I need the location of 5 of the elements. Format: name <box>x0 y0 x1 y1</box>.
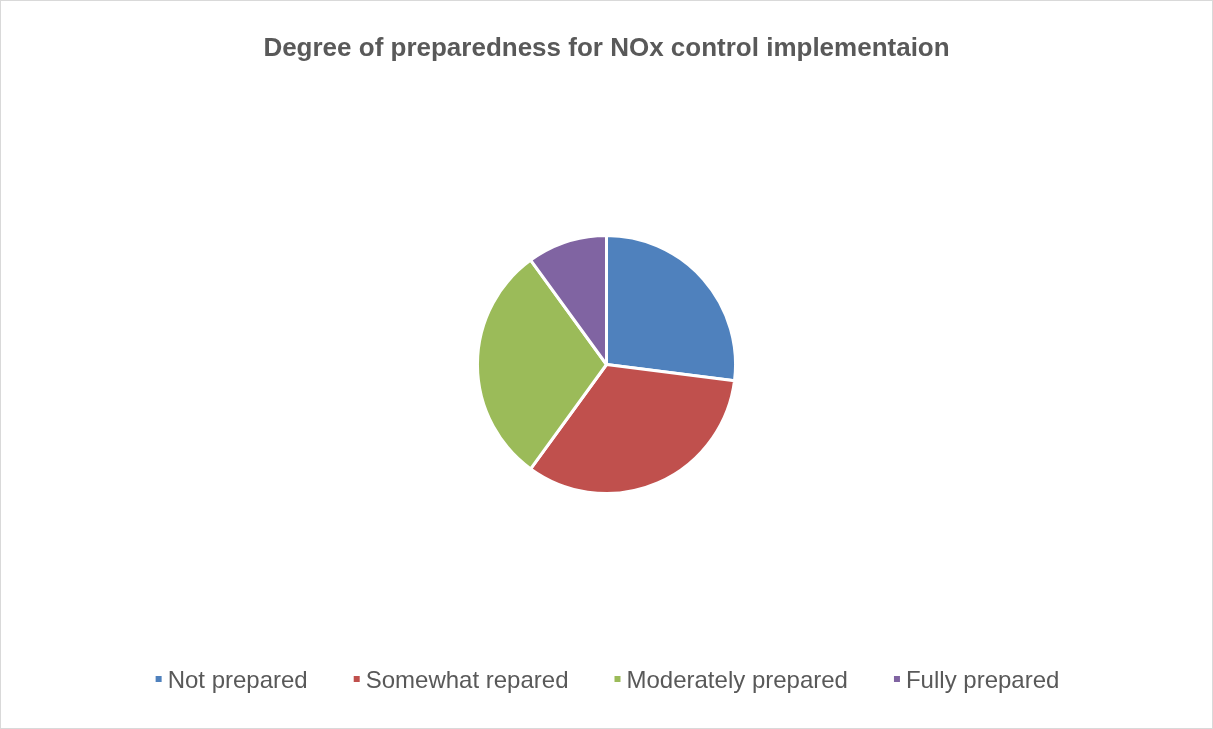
legend-label: Not prepared <box>167 665 308 693</box>
legend-label: Somewhat repared <box>365 665 569 693</box>
legend-label: Fully prepared <box>905 665 1060 693</box>
legend-label: Moderately prepared <box>626 665 848 693</box>
chart-title: Degree of preparedness for NOx control implementaion <box>263 32 950 62</box>
